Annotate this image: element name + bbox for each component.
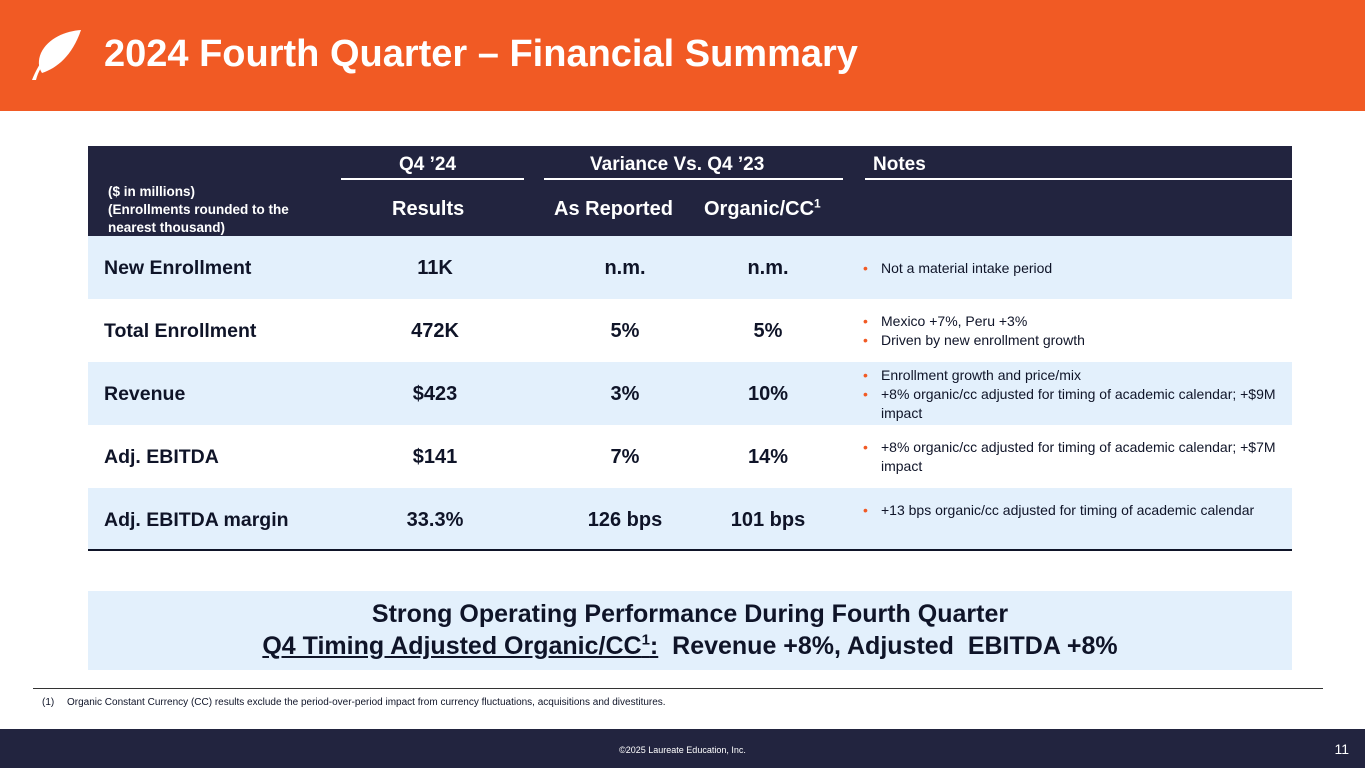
col-header-results: Results — [392, 198, 465, 220]
copyright-text: ©2025 Laureate Education, Inc. — [619, 745, 746, 755]
group-underline — [341, 178, 524, 180]
organic-value: 5% — [753, 320, 783, 342]
metric-label: New Enrollment — [104, 257, 252, 279]
table-row: Total Enrollment 472K 5% 5% • Mexico +7%,… — [88, 299, 1292, 362]
table-bottom-rule — [88, 549, 1292, 551]
group-header-variance: Variance Vs. Q4 ’23 — [590, 154, 765, 175]
bullet-icon: • — [863, 332, 868, 348]
col-header-organic: Organic/CC1 — [704, 196, 821, 221]
note-text: +8% organic/cc adjusted for timing of ac… — [881, 386, 1276, 421]
units-line: ($ in millions) — [108, 184, 196, 199]
summary-colon: : — [649, 632, 659, 660]
table-row: Adj. EBITDA $141 7% 14% • +8% organic/cc … — [88, 425, 1292, 488]
bullet-icon: • — [863, 439, 868, 455]
group-underline — [544, 178, 843, 180]
metric-label: Revenue — [104, 383, 186, 405]
as-reported-value: 3% — [610, 383, 640, 405]
note-item: • Enrollment growth and price/mix — [863, 366, 1283, 385]
note-text: Not a material intake period — [881, 260, 1053, 276]
results-value: 472K — [411, 320, 459, 342]
organic-value: 101 bps — [730, 509, 806, 531]
notes-list: • +13 bps organic/cc adjusted for timing … — [863, 501, 1283, 520]
organic-value: n.m. — [747, 257, 789, 279]
note-item: • +8% organic/cc adjusted for timing of a… — [863, 385, 1283, 423]
bullet-icon: • — [863, 367, 868, 383]
footnote-number: (1) — [42, 697, 55, 708]
laureate-leaf-logo-icon — [32, 30, 81, 80]
bullet-icon: • — [863, 260, 868, 276]
note-item: • Not a material intake period — [863, 259, 1283, 278]
results-value: 11K — [417, 257, 453, 279]
note-text: Driven by new enrollment growth — [881, 332, 1085, 348]
footnote-text: Organic Constant Currency (CC) results e… — [67, 697, 666, 708]
note-item: • Driven by new enrollment growth — [863, 331, 1283, 350]
units-note: ($ in millions) (Enrollments rounded to … — [108, 183, 289, 237]
metric-label: Total Enrollment — [104, 320, 257, 342]
notes-list: • Not a material intake period — [863, 259, 1283, 278]
note-item: • +13 bps organic/cc adjusted for timing … — [863, 501, 1283, 520]
notes-list: • Enrollment growth and price/mix • +8% or… — [863, 366, 1283, 423]
as-reported-value: 5% — [610, 320, 640, 342]
bullet-icon: • — [863, 313, 868, 329]
results-value: 33.3% — [406, 509, 464, 531]
title-banner: 2024 Fourth Quarter – Financial Summary — [0, 0, 1365, 111]
footnote-ref: 1 — [814, 196, 821, 211]
summary-detail: Q4 Timing Adjusted Organic/CC1: Revenue … — [88, 632, 1292, 661]
group-underline — [865, 178, 1292, 180]
col-header-organic-label: Organic/CC — [704, 198, 815, 220]
table-row: New Enrollment 11K n.m. n.m. • Not a mate… — [88, 236, 1292, 299]
summary-callout: Strong Operating Performance During Four… — [88, 591, 1292, 670]
table-row: Revenue $423 3% 10% • Enrollment growth a… — [88, 362, 1292, 425]
summary-label-text: Q4 Timing Adjusted Organic/CC — [262, 632, 642, 660]
as-reported-value: 7% — [610, 446, 640, 468]
note-item: • Mexico +7%, Peru +3% — [863, 312, 1283, 331]
page-number: 11 — [1334, 741, 1349, 757]
summary-figures: Revenue +8%, Adjusted EBITDA +8% — [658, 632, 1118, 660]
note-text: +13 bps organic/cc adjusted for timing o… — [881, 502, 1255, 518]
note-text: Enrollment growth and price/mix — [881, 367, 1081, 383]
organic-value: 10% — [747, 383, 789, 405]
units-line: nearest thousand) — [108, 220, 226, 235]
group-header-q4: Q4 ’24 — [399, 154, 457, 175]
page-title: 2024 Fourth Quarter – Financial Summary — [104, 33, 858, 75]
summary-headline: Strong Operating Performance During Four… — [371, 600, 1009, 628]
table-row: Adj. EBITDA margin 33.3% 126 bps 101 bps… — [88, 488, 1292, 551]
col-header-as-reported: As Reported — [554, 198, 673, 220]
footnote-ref: 1 — [641, 631, 650, 649]
metric-label: Adj. EBITDA margin — [104, 509, 289, 531]
bullet-icon: • — [863, 386, 868, 402]
as-reported-value: n.m. — [604, 257, 646, 279]
summary-underlined-label: Q4 Timing Adjusted Organic/CC1: — [262, 632, 658, 660]
notes-list: • Mexico +7%, Peru +3% • Driven by new enr… — [863, 312, 1283, 350]
table-header: ($ in millions) (Enrollments rounded to … — [88, 146, 1292, 236]
note-text: Mexico +7%, Peru +3% — [881, 313, 1028, 329]
results-value: $423 — [412, 383, 458, 405]
results-value: $141 — [412, 446, 458, 468]
notes-list: • +8% organic/cc adjusted for timing of a… — [863, 438, 1283, 476]
footnote-divider — [33, 688, 1323, 689]
as-reported-value: 126 bps — [587, 509, 663, 531]
group-header-notes: Notes — [873, 154, 926, 175]
units-line: (Enrollments rounded to the — [108, 202, 289, 217]
footer-bar: ©2025 Laureate Education, Inc. 11 — [0, 729, 1365, 768]
metric-label: Adj. EBITDA — [104, 446, 219, 468]
note-text: +8% organic/cc adjusted for timing of ac… — [881, 439, 1276, 474]
bullet-icon: • — [863, 502, 868, 518]
note-item: • +8% organic/cc adjusted for timing of a… — [863, 438, 1283, 476]
organic-value: 14% — [747, 446, 789, 468]
